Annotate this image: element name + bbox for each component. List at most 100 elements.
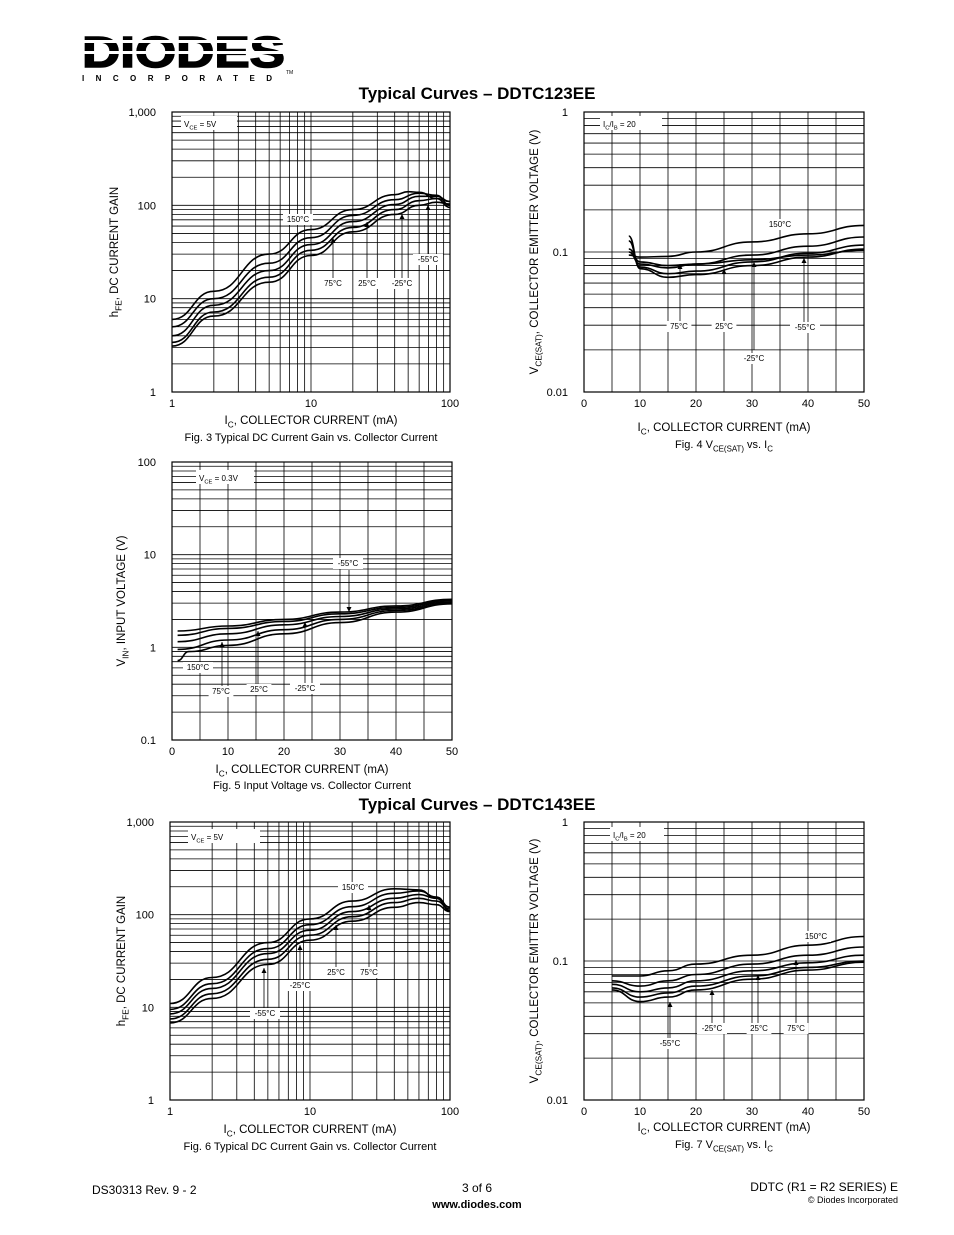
grid-vertical [171,462,453,740]
annotation-label: 75°C [360,968,378,977]
series-line-1 [171,192,451,328]
condition-label: IC​/IB​ = 20 [613,831,646,842]
annotation-arrowhead [755,975,761,980]
annotation-label: -25°C [295,684,316,693]
y-axis-label: VIN​, INPUT VOLTAGE (V) [116,535,130,666]
condition-box [196,470,254,484]
annotation-bg [354,278,380,289]
annotation-arrowhead [667,1002,673,1007]
website-link[interactable]: www.diodes.com [432,1199,522,1211]
x-tick-label: 1 [169,398,175,410]
y-tick-label: 1 [150,387,156,399]
series-line-4 [177,603,453,662]
annotation-bg [338,882,368,893]
annotation-bg [283,214,313,225]
y-tick-label: 10 [144,550,156,562]
annotation-arrowhead [364,222,370,227]
x-tick-label: 20 [690,1106,702,1118]
annotation-arrowhead [261,968,267,973]
logo-incorporated: INCORPORATED [82,74,282,83]
section-title-ddtc143ee: Typical Curves – DDTC143EE [358,795,596,814]
annotation-label: 150°C [805,932,828,941]
figure-caption: Fig. 5 Input Voltage vs. Collector Curre… [213,780,411,792]
x-axis-label: IC​, COLLECTOR CURRENT (mA) [224,1124,397,1138]
grid-vertical [169,822,451,1100]
annotation-arrowhead [255,631,261,636]
annotation-label: 150°C [342,883,365,892]
annotation-bg [765,219,795,230]
annotation-label: -55°C [660,1039,681,1048]
annotation-bg [246,684,272,695]
annotation-label: 150°C [187,663,210,672]
annotation-label: -25°C [702,1024,723,1033]
y-tick-label: 0.01 [547,387,568,399]
annotation-label: -25°C [290,981,311,990]
condition-label: VCE​ = 5V [191,833,224,844]
annotation-bg [183,662,213,673]
series-line-3 [628,235,865,279]
chart-fig5: VCE​ = 0.3V 0 10 20 30 40 50 0.1 1 10 100 IC​, COLL… [116,457,458,792]
annotation-bg [356,967,382,978]
series-line-0 [612,935,865,977]
series-line-3 [171,197,451,344]
annotation-arrowhead [346,607,352,612]
annotation-bg [746,1023,772,1034]
annotation-bg [697,1023,727,1034]
annotation-label: -55°C [338,559,359,568]
annotation-arrowhead [366,905,372,910]
x-tick-label: 30 [334,746,346,758]
chart-fig4: IC​/IB​ = 20 0 10 20 30 40 50 0.01 0.1 1 IC​, COLL… [529,107,870,453]
y-axis-label: hFE​, DC CURRENT GAIN [116,896,130,1027]
x-tick-label: 0 [581,398,587,410]
series-line-2 [611,954,865,993]
plot-frame [171,111,451,393]
condition-box [610,827,664,841]
condition-label: IC​/IB​ = 20 [603,120,636,131]
doc-number: DS30313 Rev. 9 - 2 [92,1183,197,1197]
annotation-label: 25°C [750,1024,768,1033]
figure-caption: Fig. 3 Typical DC Current Gain vs. Colle… [185,432,438,444]
condition-box [600,116,662,130]
annotation-bg [739,353,769,364]
annotation-arrowhead [793,960,799,965]
annotation-bg [285,980,315,991]
condition-box [181,116,237,130]
x-tick-label: 10 [634,398,646,410]
product-footer: DDTC (R1 = R2 SERIES) E © Diodes Incorpo… [750,1180,898,1205]
annotation-arrowhead [425,205,431,210]
series-line-4 [171,201,451,347]
x-tick-label: 1 [167,1106,173,1118]
annotation-bg [790,322,820,333]
y-tick-label: 1 [150,642,156,654]
y-axis-label: hFE​, DC CURRENT GAIN [109,187,123,318]
annotation-arrowhead [302,622,308,627]
y-axis-label: VCE(SAT)​, COLLECTOR EMITTER VOLTAGE (V) [529,130,543,375]
annotation-label: 150°C [769,220,792,229]
y-tick-label: 1 [562,107,568,119]
plot-frame [583,111,865,393]
annotation-bg [320,278,346,289]
annotation-arrowhead [333,925,339,930]
x-tick-label: 40 [802,398,814,410]
annotation-bg [655,1038,685,1049]
annotation-arrowhead [297,945,303,950]
annotation-bg [666,321,692,332]
series-line-4 [628,248,865,267]
series-line-1 [177,599,453,637]
annotation-label: 75°C [787,1024,805,1033]
annotation-label: 25°C [358,279,376,288]
annotation-arrowhead [801,258,807,263]
x-tick-label: 100 [441,398,459,410]
x-tick-label: 30 [746,1106,758,1118]
annotation-bg [801,931,831,942]
annotation-label: 25°C [250,685,268,694]
annotation-arrowhead [677,264,683,269]
x-tick-label: 40 [390,746,402,758]
section-title-ddtc123ee: Typical Curves – DDTC123EE [358,84,596,103]
x-axis-label: IC​, COLLECTOR CURRENT (mA) [216,764,389,778]
x-axis-label: IC​, COLLECTOR CURRENT (mA) [225,415,398,429]
annotation-label: -55°C [795,323,816,332]
annotation-bg [387,278,417,289]
y-tick-label: 10 [144,294,156,306]
x-tick-label: 50 [446,746,458,758]
